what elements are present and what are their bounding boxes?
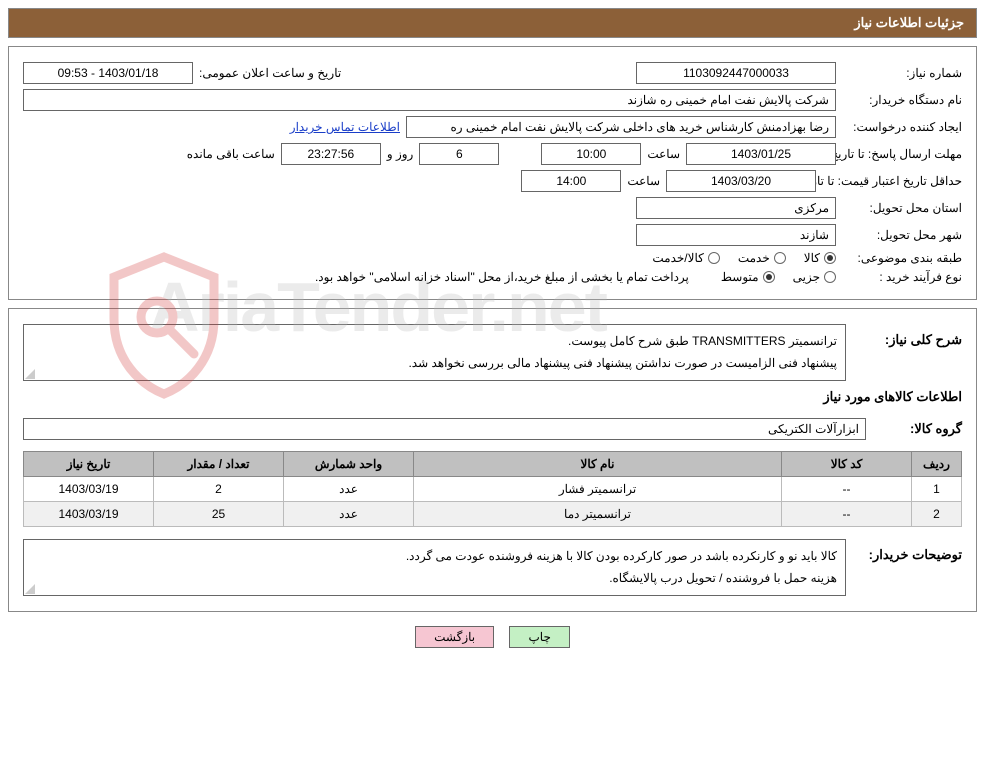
deadline-date: 1403/01/25 [686,143,836,165]
resize-grip-icon[interactable] [25,367,37,379]
table-cell: عدد [284,477,414,502]
need-number-label: شماره نیاز: [842,66,962,80]
description-textarea[interactable]: ترانسمیتر TRANSMITTERS طبق شرح کامل پیوس… [23,324,846,381]
table-cell: 25 [154,502,284,527]
purchase-note: پرداخت تمام یا بخشی از مبلغ خرید،از محل … [23,270,689,284]
province-label: استان محل تحویل: [842,201,962,215]
category-label: طبقه بندی موضوعی: [842,251,962,265]
table-cell: 1403/03/19 [24,477,154,502]
page-title: جزئیات اطلاعات نیاز [854,15,964,30]
category-radio-0[interactable]: کالا [804,251,836,265]
deadline-time-label: ساعت [647,147,680,161]
table-cell: -- [782,477,912,502]
resize-grip-icon[interactable] [25,582,37,594]
requester-label: ایجاد کننده درخواست: [842,120,962,134]
deadline-days-label: روز و [387,147,414,161]
buyer-notes-label: توضیحات خریدار: [852,547,962,563]
purchase-radio-1[interactable]: متوسط [721,270,775,284]
print-button[interactable]: چاپ [509,626,569,648]
items-section-title: اطلاعات کالاهای مورد نیاز [23,389,962,405]
group-value: ابزارآلات الکتریکی [23,418,866,440]
category-radio-label: کالا/خدمت [652,251,703,265]
buyer-notes-line2: هزینه حمل با فروشنده / تحویل درب پالایشگ… [32,568,837,590]
purchase-radio-label: جزیی [793,270,820,284]
buyer-org-value: شرکت پالایش نفت امام خمینی ره شازند [23,89,836,111]
deadline-remain-label: ساعت باقی مانده [187,147,275,161]
deadline-remain-time: 23:27:56 [281,143,381,165]
items-col-header: تعداد / مقدار [154,452,284,477]
button-row: چاپ بازگشت [8,626,977,648]
items-col-header: واحد شمارش [284,452,414,477]
deadline-label: مهلت ارسال پاسخ: تا تاریخ: [842,147,962,161]
province-value: مرکزی [636,197,836,219]
category-radio-2[interactable]: کالا/خدمت [652,251,719,265]
table-cell: 2 [154,477,284,502]
deadline-time: 10:00 [541,143,641,165]
table-cell: 1403/03/19 [24,502,154,527]
table-row: 2--ترانسمیتر دماعدد251403/03/19 [24,502,962,527]
announce-dt-label: تاریخ و ساعت اعلان عمومی: [199,66,341,80]
price-validity-time-label: ساعت [627,174,660,188]
city-label: شهر محل تحویل: [842,228,962,242]
category-radio-label: کالا [804,251,820,265]
table-cell: -- [782,502,912,527]
buyer-notes-textarea[interactable]: کالا باید نو و کارنکرده باشد در صور کارک… [23,539,846,596]
category-radio-group: کالا خدمت کالا/خدمت [652,251,836,265]
price-validity-date: 1403/03/20 [666,170,816,192]
purchase-radio-0[interactable]: جزیی [793,270,836,284]
description-line2: پیشنهاد فنی الزامیست در صورت نداشتن پیشن… [32,353,837,375]
page-header: جزئیات اطلاعات نیاز [8,8,977,38]
description-line1: ترانسمیتر TRANSMITTERS طبق شرح کامل پیوس… [32,331,837,353]
category-radio-label: خدمت [738,251,770,265]
table-cell: ترانسمیتر فشار [414,477,782,502]
description-label: شرح کلی نیاز: [852,332,962,348]
info-panel: AriaTender.net شماره نیاز: 1103092447000… [8,46,977,300]
price-validity-label: حداقل تاریخ اعتبار قیمت: تا تاریخ: [822,174,962,188]
buyer-org-label: نام دستگاه خریدار: [842,93,962,107]
purchase-type-radio-group: جزیی متوسط [721,270,836,284]
table-cell: عدد [284,502,414,527]
items-col-header: تاریخ نیاز [24,452,154,477]
buyer-notes-line1: کالا باید نو و کارنکرده باشد در صور کارک… [32,546,837,568]
table-row: 1--ترانسمیتر فشارعدد21403/03/19 [24,477,962,502]
items-col-header: نام کالا [414,452,782,477]
category-radio-1[interactable]: خدمت [738,251,786,265]
purchase-type-label: نوع فرآیند خرید : [842,270,962,284]
table-cell: 2 [912,502,962,527]
need-number-value: 1103092447000033 [636,62,836,84]
back-button[interactable]: بازگشت [415,626,494,648]
announce-dt-value: 1403/01/18 - 09:53 [23,62,193,84]
city-value: شازند [636,224,836,246]
deadline-days: 6 [419,143,499,165]
group-label: گروه کالا: [872,421,962,437]
purchase-radio-label: متوسط [721,270,759,284]
requester-value: رضا بهزادمنش کارشناس خرید های داخلی شرکت… [406,116,836,138]
table-cell: 1 [912,477,962,502]
buyer-contact-link[interactable]: اطلاعات تماس خریدار [290,120,400,134]
items-table: ردیفکد کالانام کالاواحد شمارشتعداد / مقد… [23,451,962,527]
price-validity-time: 14:00 [521,170,621,192]
items-panel: شرح کلی نیاز: ترانسمیتر TRANSMITTERS طبق… [8,308,977,612]
items-col-header: ردیف [912,452,962,477]
table-cell: ترانسمیتر دما [414,502,782,527]
items-col-header: کد کالا [782,452,912,477]
